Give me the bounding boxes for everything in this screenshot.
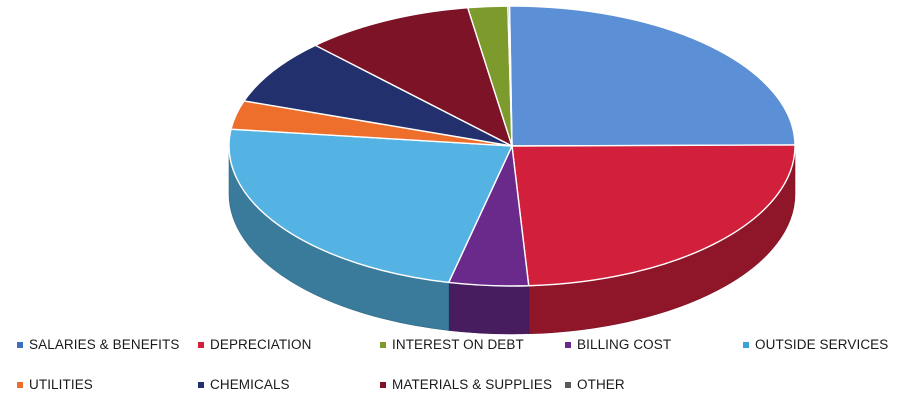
pie-slice-depreciation — [511, 144, 796, 287]
pie-slice-materials-and-supplies — [314, 7, 513, 147]
pie-slice-salaries-and-benefits — [508, 5, 796, 147]
pie-tops — [228, 5, 796, 287]
pie-slice-chemicals — [243, 44, 513, 147]
pie-side-billing-cost — [448, 282, 530, 335]
pie-slice-outside-services — [228, 128, 513, 284]
pie-slice-other — [507, 5, 513, 147]
